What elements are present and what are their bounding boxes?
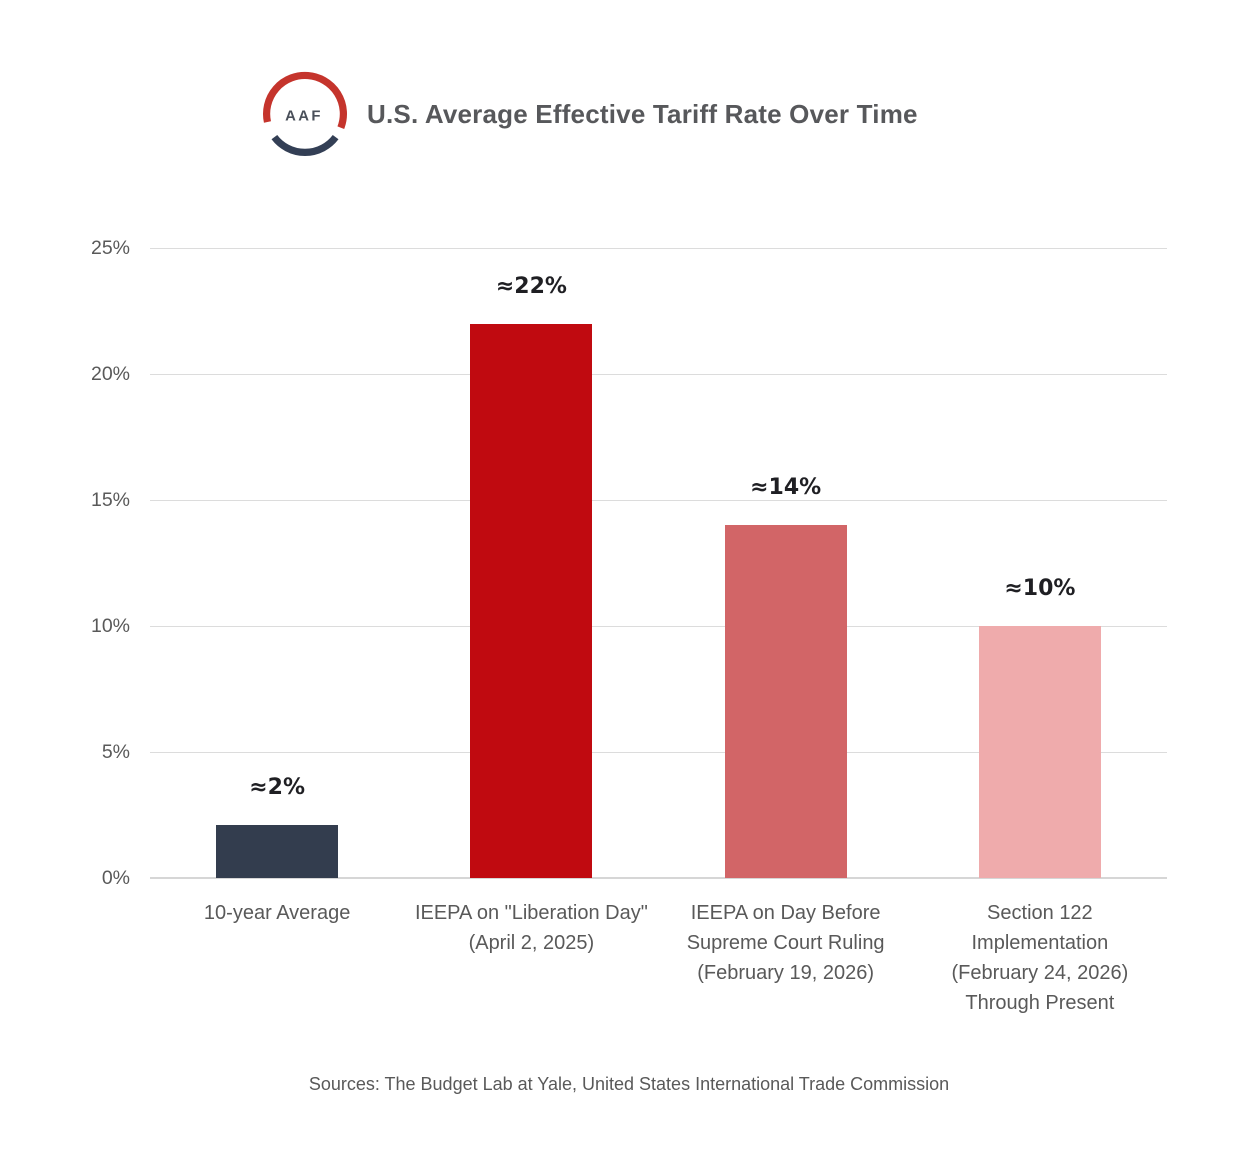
- x-category-label-line: IEEPA on Day Before: [690, 902, 881, 924]
- logo-red-arc: [263, 71, 347, 130]
- x-category-label: IEEPA on "Liberation Day" (April 2, 2025): [384, 898, 678, 958]
- gridline: [150, 247, 1167, 249]
- x-category-label-line: (February 24, 2026): [951, 962, 1129, 984]
- x-category-label: Section 122 Implementation (February 24, 2…: [893, 898, 1187, 1018]
- bar: [216, 825, 339, 878]
- x-category-label-line: Supreme Court Ruling: [686, 932, 885, 954]
- logo-navy-arc: [271, 134, 339, 156]
- x-category-label-line: 10-year Average: [203, 902, 351, 924]
- bar-value-label: ≈10%: [1004, 576, 1076, 601]
- gridline: [150, 751, 1167, 753]
- aaf-logo-icon: AAF: [263, 71, 347, 156]
- bar: [978, 626, 1101, 878]
- x-category-label-line: Implementation: [971, 932, 1109, 954]
- bar: [470, 323, 593, 878]
- x-category-label-line: Through Present: [965, 992, 1115, 1014]
- x-category-label-line: (April 2, 2025): [468, 932, 595, 954]
- x-category-label-line: IEEPA on "Liberation Day": [414, 902, 648, 924]
- bar-value-label: ≈22%: [495, 273, 567, 299]
- logo-text: AAF: [285, 109, 323, 125]
- plot-area: 0% 5% 10% 15% 20% 25% ≈2% 10-year Average ≈22% IE…: [91, 237, 1167, 1014]
- y-tick-label: 0%: [101, 867, 130, 889]
- bar-value-label: ≈14%: [750, 475, 822, 501]
- y-tick-label: 20%: [90, 363, 130, 385]
- y-tick-label: 25%: [90, 237, 130, 259]
- chart-title: U.S. Average Effective Tariff Rate Over …: [367, 98, 918, 129]
- chart-header: AAF U.S. Average Effective Tariff Rate O…: [257, 66, 918, 162]
- sources-note: Sources: The Budget Lab at Yale, United …: [308, 1074, 950, 1094]
- bar: [724, 525, 847, 878]
- x-category-label: 10-year Average: [130, 898, 424, 928]
- y-tick-label: 15%: [90, 489, 130, 511]
- x-category-label: IEEPA on Day Before Supreme Court Ruling (…: [639, 898, 933, 988]
- bar-value-label: ≈2%: [249, 775, 306, 801]
- gridline: [150, 373, 1167, 375]
- gridline: [150, 625, 1167, 627]
- y-tick-label: 5%: [101, 741, 130, 763]
- y-tick-label: 10%: [90, 615, 130, 637]
- x-axis-baseline: [150, 877, 1167, 879]
- x-category-label-line: Section 122: [987, 902, 1093, 924]
- gridline: [150, 499, 1167, 501]
- x-category-label-line: (February 19, 2026): [697, 962, 874, 984]
